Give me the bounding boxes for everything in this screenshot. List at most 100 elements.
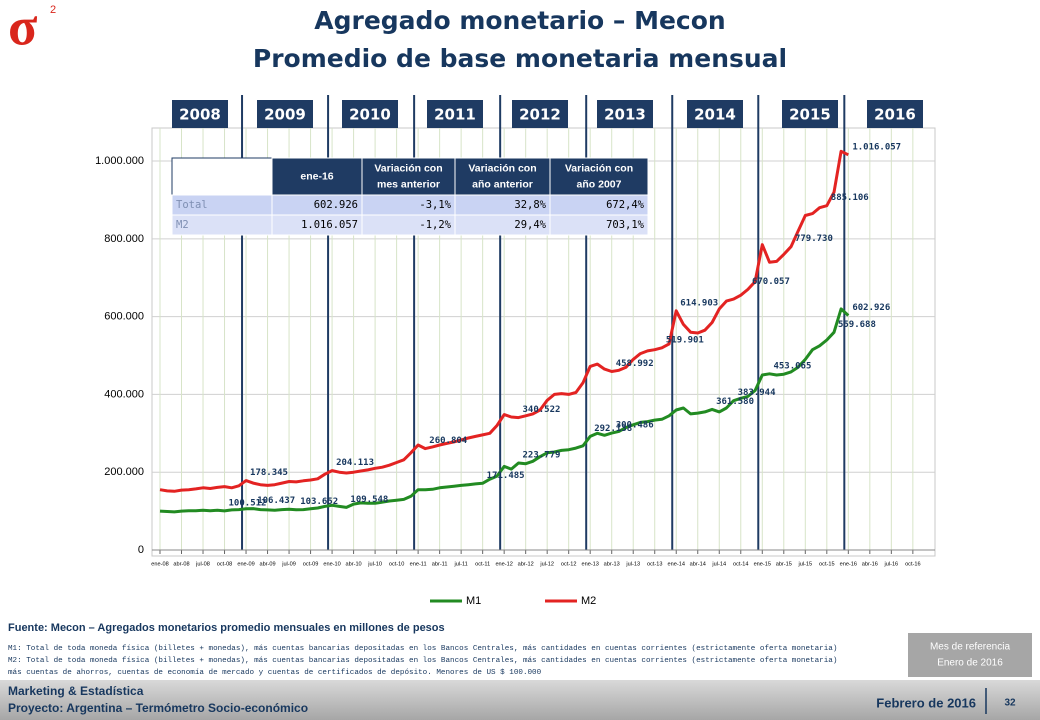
x-tick-label: ene-15 (754, 561, 771, 567)
data-label: 171.485 (487, 471, 525, 481)
y-tick-label: 800.000 (104, 233, 144, 245)
x-tick-label: abr-12 (518, 561, 534, 567)
table-header-text: Variación con (374, 162, 442, 174)
data-label: 100.512 (229, 498, 267, 508)
reference-label: Mes de referencia (930, 642, 1010, 653)
x-tick-label: abr-08 (173, 561, 189, 567)
data-label: 519.901 (666, 335, 704, 345)
x-tick-label: abr-16 (862, 561, 878, 567)
data-label: 292.138 (594, 424, 632, 434)
x-tick-label: oct-08 (217, 561, 233, 567)
data-label: 458.992 (616, 359, 654, 369)
table-cell-text: Total (176, 199, 208, 211)
year-banner (342, 100, 398, 128)
data-label: 885.106 (831, 193, 869, 203)
x-tick-label: oct-09 (303, 561, 319, 567)
data-label: 779.730 (795, 234, 833, 244)
data-label: 300.486 (616, 421, 654, 431)
table-header-text: Variación con (468, 162, 536, 174)
table-cell-text: 602.926 (314, 199, 358, 211)
x-tick-label: abr-11 (432, 561, 448, 567)
table-cell-text: -3,1% (419, 199, 451, 211)
data-label: 361.580 (716, 397, 754, 407)
table-header-cell (361, 157, 456, 196)
data-label: 383.944 (738, 388, 777, 398)
year-label: 2009 (264, 106, 306, 124)
year-label: 2014 (694, 106, 736, 124)
y-tick-label: 1.000.000 (95, 155, 144, 167)
data-label: 204.113 (336, 458, 374, 468)
x-tick-label: ene-09 (237, 561, 254, 567)
table-cell-text: 672,4% (606, 199, 645, 211)
x-tick-label: abr-15 (776, 561, 792, 567)
year-banner (172, 100, 228, 128)
table-header-text: año 2007 (577, 178, 622, 190)
source: Fuente: Mecon – Agregados monetarios pro… (8, 622, 445, 634)
year-banner (427, 100, 483, 128)
x-tick-label: ene-13 (581, 561, 598, 567)
data-label: 602.926 (852, 303, 890, 313)
data-label: 340.522 (523, 405, 561, 415)
data-label: 614.903 (680, 298, 718, 308)
table-cell-text: 32,8% (514, 199, 546, 211)
y-tick-label: 600.000 (104, 311, 144, 323)
data-label: 223.779 (523, 450, 561, 460)
note: más cuentas de ahorros, cuentas de econo… (8, 669, 542, 677)
table-cell-text: -1,2% (419, 219, 451, 231)
year-banner (512, 100, 568, 128)
year-label: 2016 (874, 106, 916, 124)
data-label: 1.016.057 (852, 142, 901, 152)
x-tick-label: abr-13 (604, 561, 620, 567)
year-banner (687, 100, 743, 128)
data-label: 670.057 (752, 277, 790, 287)
x-tick-label: abr-09 (259, 561, 275, 567)
year-label: 2008 (179, 106, 221, 124)
data-label: 178.345 (250, 468, 288, 478)
footer-band (0, 680, 1040, 720)
x-tick-label: ene-08 (151, 561, 168, 567)
subtitle: Promedio de base monetaria mensual (253, 44, 787, 73)
x-tick-label: jul-15 (797, 561, 812, 567)
x-tick-label: jul-09 (281, 561, 296, 567)
legend-label: M2 (581, 595, 596, 607)
y-tick-label: 0 (138, 544, 144, 556)
year-label: 2013 (604, 106, 646, 124)
note: M1: Total de toda moneda física (billete… (8, 645, 837, 653)
x-tick-label: jul-13 (625, 561, 640, 567)
footer-project: Proyecto: Argentina – Termómetro Socio-e… (8, 701, 308, 715)
table-header-text: año anterior (472, 178, 533, 190)
x-tick-label: jul-11 (454, 561, 468, 567)
table-header-text: ene-16 (300, 170, 333, 182)
x-tick-label: oct-14 (733, 561, 749, 567)
data-label: 103.652 (300, 497, 338, 507)
year-label: 2010 (349, 106, 391, 124)
x-tick-label: abr-10 (346, 561, 362, 567)
x-tick-label: jul-10 (367, 561, 382, 567)
title: Agregado monetario – Mecon (314, 6, 725, 35)
table-cell-text: M2 (176, 219, 189, 231)
x-tick-label: oct-10 (389, 561, 405, 567)
x-tick-label: jul-12 (539, 561, 554, 567)
x-tick-label: oct-12 (561, 561, 577, 567)
table-cell (549, 214, 649, 236)
x-tick-label: ene-11 (410, 561, 427, 567)
table-header-cell (271, 157, 363, 196)
data-label: 453.065 (773, 361, 811, 371)
data-label: 109.548 (350, 495, 388, 505)
year-banner (257, 100, 313, 128)
data-label: 260.804 (429, 436, 468, 446)
x-tick-label: jul-16 (883, 561, 898, 567)
x-tick-label: oct-15 (819, 561, 835, 567)
y-tick-label: 400.000 (104, 388, 144, 400)
year-label: 2015 (789, 106, 831, 124)
data-label: 559.688 (838, 320, 876, 330)
reference-month: Enero de 2016 (937, 658, 1003, 669)
year-label: 2011 (434, 106, 476, 124)
series-line (159, 149, 849, 493)
reference-box (908, 633, 1032, 677)
data-label: 106.437 (257, 496, 295, 506)
legend-label: M1 (466, 595, 481, 607)
table-cell-text: 703,1% (606, 219, 645, 231)
x-tick-label: abr-14 (690, 561, 706, 567)
x-tick-label: jul-14 (711, 561, 726, 567)
